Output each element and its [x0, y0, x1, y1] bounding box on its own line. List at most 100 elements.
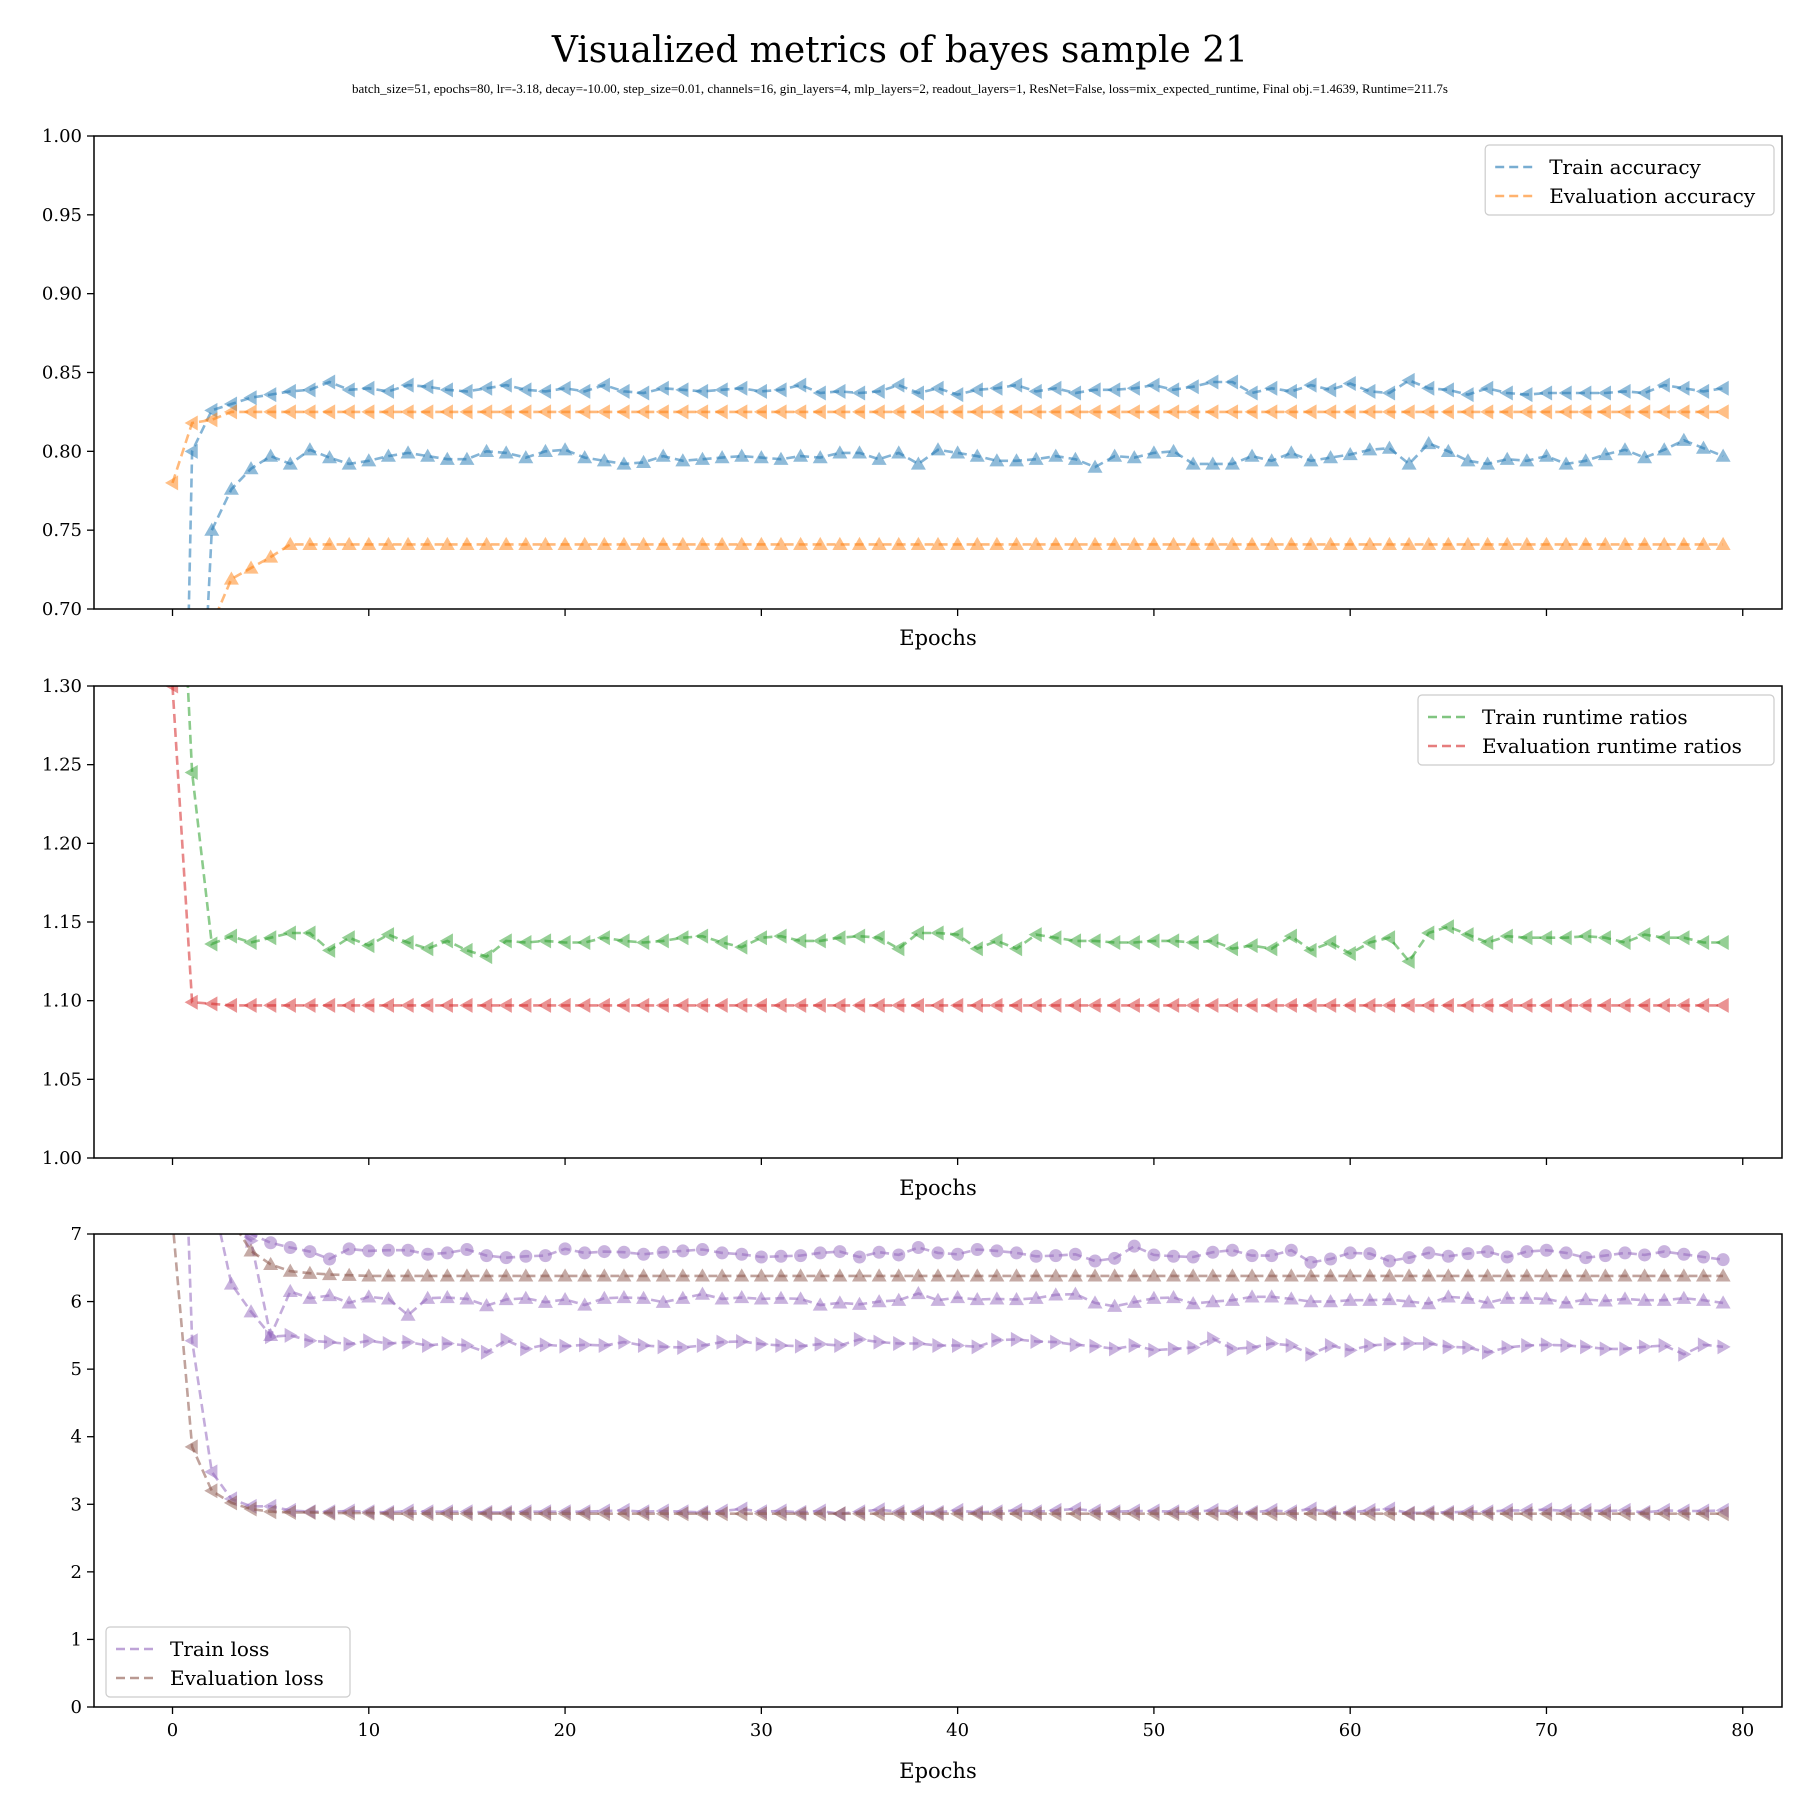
- data-point: [1028, 451, 1044, 465]
- data-point: [206, 1186, 219, 1201]
- data-point: [910, 1268, 926, 1282]
- data-point: [1656, 1506, 1670, 1522]
- data-point: [1401, 1268, 1417, 1282]
- data-point: [1658, 1337, 1672, 1353]
- data-point: [204, 1483, 218, 1499]
- data-point: [1048, 1268, 1064, 1282]
- data-point: [1205, 456, 1221, 470]
- data-point: [1109, 1341, 1123, 1357]
- data-point: [891, 377, 905, 393]
- data-point: [991, 1332, 1005, 1348]
- data-point: [596, 536, 612, 550]
- data-point: [1323, 934, 1337, 950]
- data-point: [557, 404, 571, 420]
- data-point: [1107, 1268, 1123, 1282]
- data-point: [1381, 997, 1396, 1013]
- y-tick-label: 0: [71, 1697, 82, 1718]
- data-point: [1440, 1506, 1454, 1522]
- data-point: [1580, 1339, 1594, 1355]
- data-point: [1617, 997, 1631, 1013]
- figure-title: Visualized metrics of bayes sample 21: [551, 30, 1248, 71]
- data-point: [322, 374, 336, 390]
- data-point: [1538, 1268, 1554, 1282]
- legend-label: Train loss: [170, 1637, 269, 1661]
- data-point: [1717, 1339, 1731, 1355]
- data-point: [1166, 1506, 1180, 1522]
- data-point: [1362, 1506, 1376, 1522]
- data-point: [1501, 1340, 1515, 1356]
- data-point: [793, 1291, 809, 1305]
- data-point: [1067, 451, 1083, 465]
- data-point: [1244, 1268, 1260, 1282]
- data-point: [753, 404, 767, 420]
- data-point: [420, 1268, 436, 1282]
- data-point: [989, 380, 1003, 396]
- data-point: [1402, 1251, 1416, 1265]
- data-point: [1028, 1268, 1044, 1282]
- data-point: [439, 1268, 455, 1282]
- data-point: [1244, 997, 1258, 1013]
- data-point: [655, 404, 669, 420]
- data-point: [1126, 1506, 1140, 1522]
- data-point: [1126, 934, 1140, 950]
- data-point: [1224, 374, 1239, 390]
- data-point: [1499, 1290, 1515, 1304]
- data-point: [518, 997, 532, 1013]
- data-point: [694, 404, 709, 420]
- data-point: [734, 404, 748, 420]
- data-point: [498, 1506, 512, 1522]
- data-point: [773, 536, 789, 550]
- data-point: [714, 1268, 730, 1282]
- data-point: [969, 448, 985, 462]
- data-point: [439, 1506, 453, 1522]
- data-point: [1578, 997, 1592, 1013]
- data-point: [1224, 1268, 1240, 1282]
- data-point: [1421, 435, 1437, 450]
- data-point: [931, 1246, 945, 1260]
- data-point: [1344, 1342, 1358, 1358]
- data-point: [263, 930, 277, 946]
- series-line: [219, 1234, 1724, 1338]
- data-point: [950, 1290, 966, 1304]
- data-point: [1009, 404, 1023, 420]
- data-point: [1558, 456, 1574, 470]
- data-point: [1028, 1506, 1042, 1522]
- data-point: [734, 1506, 748, 1522]
- data-point: [518, 536, 534, 550]
- data-point: [1715, 448, 1731, 462]
- data-point: [812, 1268, 828, 1282]
- data-point: [441, 1335, 455, 1351]
- data-point: [1185, 404, 1199, 420]
- data-point: [812, 933, 826, 949]
- data-point: [302, 536, 318, 550]
- data-point: [380, 927, 395, 943]
- data-point: [479, 380, 493, 396]
- data-point: [1538, 536, 1554, 550]
- data-point: [1285, 1337, 1299, 1353]
- data-point: [814, 1336, 828, 1352]
- data-point: [420, 941, 434, 957]
- data-point: [1538, 930, 1553, 946]
- data-point: [1421, 380, 1435, 396]
- data-point: [537, 997, 552, 1013]
- data-point: [302, 1290, 318, 1304]
- data-point: [989, 536, 1005, 550]
- data-point: [1519, 404, 1533, 420]
- data-point: [322, 997, 336, 1013]
- data-point: [577, 934, 591, 950]
- data-point: [186, 1092, 199, 1105]
- data-point: [1715, 997, 1729, 1013]
- data-point: [910, 385, 924, 401]
- series-line: [187, 1234, 1724, 1516]
- data-point: [793, 1268, 809, 1282]
- data-point: [1264, 453, 1280, 467]
- data-point: [204, 617, 219, 630]
- data-point: [1597, 1268, 1613, 1282]
- data-point: [677, 1340, 691, 1356]
- data-point: [1244, 404, 1258, 420]
- data-point: [400, 404, 414, 420]
- data-point: [341, 997, 355, 1013]
- data-point: [793, 1506, 807, 1522]
- data-point: [1107, 536, 1123, 550]
- data-point: [1440, 404, 1454, 420]
